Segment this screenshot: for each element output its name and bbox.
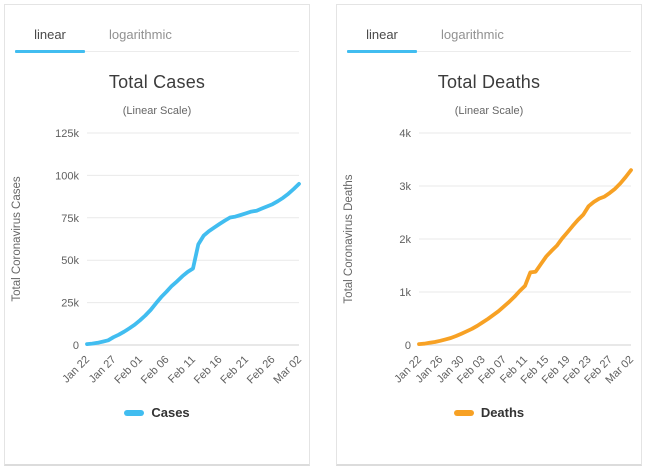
svg-text:25k: 25k [61,298,79,310]
tab-linear[interactable]: linear [366,27,398,42]
legend-label: Deaths [480,405,525,420]
total-cases-card: linear logarithmic Total Cases (Linear S… [4,4,310,466]
chart-title: Total Cases [108,72,206,92]
svg-text:Jan 22: Jan 22 [60,354,92,386]
svg-text:1k: 1k [399,287,411,299]
deaths-scale-tabs: linear logarithmic [347,5,631,53]
svg-text:Feb 01: Feb 01 [112,354,145,387]
svg-text:0: 0 [405,340,411,352]
svg-text:75k: 75k [61,213,79,225]
cases-legend-item[interactable]: Cases [5,405,309,420]
legend-label: Cases [151,405,190,420]
svg-text:100k: 100k [55,170,79,182]
svg-text:2k: 2k [399,234,411,246]
deaths-legend-item[interactable]: Deaths [337,405,641,420]
svg-text:Feb 06: Feb 06 [139,354,172,387]
deaths-line-marker-icon [453,409,474,416]
total-deaths-card: linear logarithmic Total Deaths (Linear … [336,4,642,466]
cases-scale-tabs: linear logarithmic [15,5,299,53]
svg-text:4k: 4k [399,128,411,140]
svg-text:Feb 16: Feb 16 [192,354,225,387]
charts-page: linear logarithmic Total Cases (Linear S… [4,4,642,466]
chart-title: Total Deaths [437,72,541,92]
svg-text:Feb 26: Feb 26 [245,354,278,387]
svg-text:Feb 21: Feb 21 [218,354,251,387]
svg-text:Total Coronavirus Deaths: Total Coronavirus Deaths [343,174,355,303]
svg-text:50k: 50k [61,255,79,267]
cases-line-marker-icon [124,409,145,416]
svg-text:Feb 11: Feb 11 [166,354,198,386]
active-tab-indicator [15,50,85,53]
svg-text:0: 0 [73,340,79,352]
svg-text:3k: 3k [399,181,411,193]
tab-logarithmic[interactable]: logarithmic [109,27,172,42]
active-tab-indicator [347,50,417,53]
tab-logarithmic[interactable]: logarithmic [441,27,504,42]
chart-subtitle: (Linear Scale) [122,105,192,117]
svg-text:Jan 27: Jan 27 [87,354,119,386]
chart-subtitle: (Linear Scale) [454,105,524,117]
svg-text:125k: 125k [55,128,79,140]
svg-text:Total Coronavirus Cases: Total Coronavirus Cases [11,176,23,302]
svg-text:Mar 02: Mar 02 [271,354,304,387]
tab-linear[interactable]: linear [34,27,66,42]
